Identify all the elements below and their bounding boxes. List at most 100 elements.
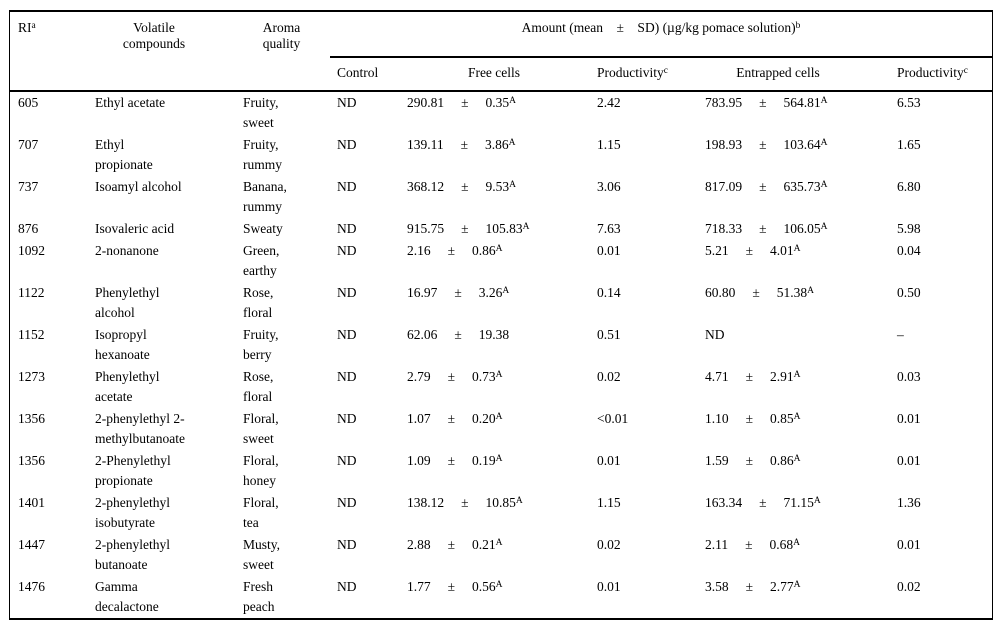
table-row: 1356 2-phenylethyl 2- methylbutanoate Fl… [10,408,992,450]
table-header: RIa Volatile compounds Aroma quality Amo… [10,12,992,92]
cell-control-value: ND [337,221,357,236]
cell-compound-name: Isovaleric acid [95,221,175,236]
significance-superscript: A [820,137,828,148]
cell-entrapped-cells-amount: 2.11 ± 0.68A [698,534,888,576]
cell-aroma-quality: Fresh peach [243,579,275,614]
sd-value: 0.21 [472,537,496,552]
cell-entrapped-cells-amount: 163.34 ± 71.15A [698,492,888,534]
cell-control-value: ND [337,243,357,258]
cell-productivity-free: 0.02 [597,369,621,384]
plus-minus-sign: ± [745,369,754,384]
cell-productivity-free: 7.63 [597,221,621,236]
sd-value-group: 0.56A [472,577,503,597]
sd-value-group: 103.64A [784,135,828,155]
cell-entrapped-cells-amount: 4.71 ± 2.91A [698,366,888,408]
mean-sd-group: 718.33 ± 106.05A [705,219,888,239]
table-row: 1401 2-phenylethyl isobutyrate Floral, t… [10,492,992,534]
cell-retention-index: 1122 [18,285,45,300]
sd-value-group: 105.83A [486,219,530,239]
mean-sd-group: 1.59 ± 0.86A [705,451,888,471]
cell-productivity-free: 1.15 [597,495,621,510]
sd-value: 51.38 [776,285,808,300]
cell-productivity-free: 0.14 [597,285,621,300]
header-ri-label: RI [18,20,32,35]
plus-minus-sign: ± [745,537,753,552]
cell-compound-name: Phenylethyl acetate [95,369,160,404]
cell-entrapped-cells-amount: 60.80 ± 51.38A [698,282,888,324]
mean-sd-group: 3.58 ± 2.77A [705,577,888,597]
mean-sd-group: 783.95 ± 564.81A [705,93,888,113]
cell-retention-index: 737 [18,179,39,194]
significance-superscript: A [793,369,801,380]
cell-free-cells-amount: 1.09 ± 0.19A [400,450,588,492]
mean-sd-group: 138.12 ± 10.85A [407,493,588,513]
mean-value: 915.75 [407,221,445,236]
table-row: 707 Ethyl propionate Fruity, rummy ND 13… [10,134,992,176]
mean-sd-group: 817.09 ± 635.73A [705,177,888,197]
plus-minus-sign: ± [759,495,767,510]
significance-superscript: A [495,579,503,590]
header-control: Control [337,65,379,80]
cell-productivity-entrapped: 0.50 [897,285,921,300]
table-row: 1273 Phenylethyl acetate Rose, floral ND… [10,366,992,408]
cell-productivity-entrapped: 0.04 [897,243,921,258]
cell-compound-name: Isopropyl hexanoate [95,327,150,362]
sd-value-group: 10.85A [486,493,523,513]
significance-superscript: A [495,411,503,422]
sd-value-group: 0.86A [770,451,801,471]
significance-superscript: A [508,137,516,148]
cell-aroma-quality: Banana, rummy [243,179,287,214]
mean-sd-group: 4.71 ± 2.91A [705,367,888,387]
cell-productivity-free: <0.01 [597,411,629,426]
cell-compound-name: Isoamyl alcohol [95,179,182,194]
mean-sd-group: ND [705,325,888,345]
cell-productivity-entrapped: – [897,327,904,342]
cell-entrapped-cells-amount: 783.95 ± 564.81A [698,92,888,134]
mean-sd-group: 2.79 ± 0.73A [407,367,588,387]
significance-superscript: A [509,179,517,190]
sd-value: 0.19 [472,453,496,468]
cell-aroma-quality: Floral, sweet [243,411,279,446]
mean-value: 783.95 [705,95,743,110]
sd-value: 19.38 [478,327,510,342]
sd-value-group: 0.21A [472,535,503,555]
sd-value-group: 9.53A [486,177,517,197]
cell-retention-index: 1273 [18,369,45,384]
cell-compound-name: Gamma decalactone [95,579,159,614]
mean-sd-group: 198.93 ± 103.64A [705,135,888,155]
cell-control-value: ND [337,453,357,468]
cell-aroma-quality: Floral, tea [243,495,279,530]
header-ri: RIa [10,12,95,90]
header-entrapped-cells: Entrapped cells [736,65,820,80]
sd-value-group: 635.73A [784,177,828,197]
cell-productivity-entrapped: 5.98 [897,221,921,236]
sd-value-group: 564.81A [784,93,828,113]
cell-aroma-quality: Rose, floral [243,369,274,404]
cell-free-cells-amount: 2.88 ± 0.21A [400,534,588,576]
cell-free-cells-amount: 290.81 ± 0.35A [400,92,588,134]
sd-value: 2.77 [770,579,794,594]
cell-control-value: ND [337,411,357,426]
cell-productivity-entrapped: 1.65 [897,137,921,152]
sd-value: 0.85 [770,411,794,426]
plus-minus-sign: ± [759,179,767,194]
mean-sd-group: 1.77 ± 0.56A [407,577,588,597]
cell-productivity-free: 0.02 [597,537,621,552]
table-row: 1152 Isopropyl hexanoate Fruity, berry N… [10,324,992,366]
cell-aroma-quality: Fruity, berry [243,327,279,362]
plus-minus-sign: ± [447,537,456,552]
plus-minus-sign: ± [759,221,767,236]
cell-aroma-quality: Fruity, rummy [243,137,282,172]
mean-sd-group: 290.81 ± 0.35A [407,93,588,113]
significance-superscript: A [793,243,801,254]
cell-free-cells-amount: 1.77 ± 0.56A [400,576,588,618]
mean-value: 1.09 [407,453,431,468]
mean-value: 2.88 [407,537,431,552]
sd-value: 9.53 [485,179,510,194]
cell-retention-index: 1401 [18,495,45,510]
mean-value: 2.79 [407,369,431,384]
cell-free-cells-amount: 1.07 ± 0.20A [400,408,588,450]
mean-sd-group: 5.21 ± 4.01A [705,241,888,261]
mean-value: 198.93 [705,137,743,152]
sd-value-group: 3.26A [479,283,510,303]
